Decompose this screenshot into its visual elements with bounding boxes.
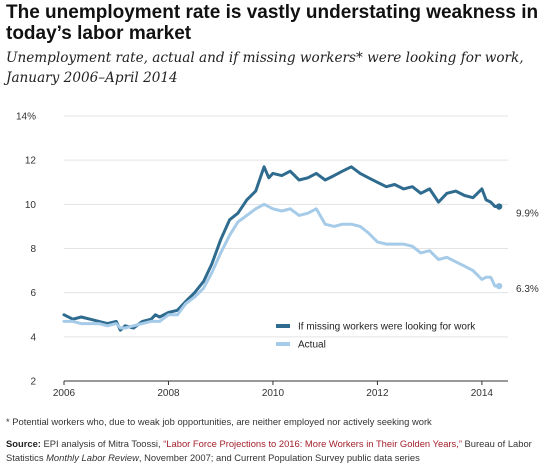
source-text-2: Bureau of Labor Statistics [6, 438, 532, 463]
x-tick-label-2012: 2012 [366, 388, 389, 399]
source-link[interactable]: “Labor Force Projections to 2016: More W… [163, 438, 462, 449]
y-tick-label-4: 4 [30, 332, 36, 343]
source-text-1: EPI analysis of Mitra Toossi, [40, 438, 164, 449]
legend-label-missing-workers: If missing workers were looking for work [298, 322, 476, 333]
x-tick-label-2008: 2008 [157, 388, 180, 399]
source-label: Source: [6, 438, 41, 449]
series-end-point-missing-workers [495, 203, 503, 210]
source-text-3: , November 2007; and Current Population … [138, 452, 420, 463]
chart-source: Source: EPI analysis of Mitra Toossi, “L… [6, 437, 546, 465]
x-tick-label-2014: 2014 [471, 388, 494, 399]
y-tick-label-6: 6 [30, 288, 36, 299]
chart-subtitle: Unemployment rate, actual and if missing… [6, 50, 524, 86]
y-tick-label-12: 12 [25, 156, 37, 167]
series-end-label-missing-workers: 9.9% [516, 209, 539, 220]
series-line-actual [62, 202, 501, 330]
x-tick-label-2006: 2006 [53, 388, 76, 399]
chart-title: The unemployment rate is vastly understa… [6, 2, 539, 44]
y-tick-label-14: 14% [16, 112, 36, 123]
source-journal: Monthly Labor Review [46, 452, 139, 463]
y-tick-label-8: 8 [30, 244, 36, 255]
y-tick-label-10: 10 [25, 200, 37, 211]
y-tick-label-2: 2 [30, 377, 36, 388]
series-end-label-actual: 6.3% [516, 284, 539, 295]
series-end-point-actual [495, 282, 503, 290]
legend-label-actual: Actual [298, 340, 326, 351]
x-tick-label-2010: 2010 [262, 388, 285, 399]
chart-footnote: * Potential workers who, due to weak job… [6, 416, 432, 427]
line-chart: 2 4 6 8 10 12 14% 2006 2008 2010 2012 2014 9.9% 6.3% I… [16, 112, 539, 400]
